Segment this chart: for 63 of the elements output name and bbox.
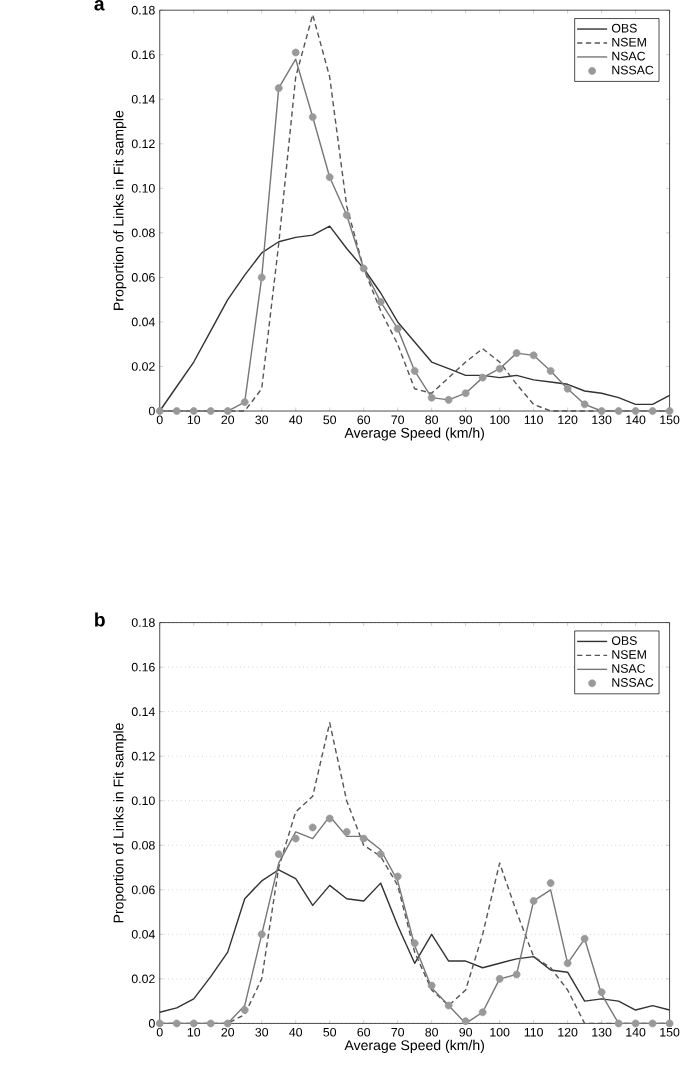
point — [648, 407, 657, 415]
point — [240, 1006, 249, 1014]
point — [359, 834, 368, 843]
point — [257, 273, 266, 282]
point — [597, 407, 606, 415]
point — [172, 1019, 181, 1028]
point — [189, 407, 198, 415]
point — [427, 393, 436, 402]
point — [325, 173, 334, 182]
point — [376, 850, 385, 859]
point — [563, 959, 572, 968]
point — [393, 872, 402, 881]
point — [376, 298, 385, 306]
point — [512, 970, 521, 979]
point — [359, 264, 368, 273]
chart-title: a — [94, 0, 105, 11]
point — [461, 389, 470, 398]
point — [274, 850, 283, 859]
point — [155, 1019, 164, 1028]
point — [529, 351, 538, 360]
point — [342, 211, 351, 219]
point — [291, 48, 300, 57]
point — [410, 367, 419, 375]
point — [393, 324, 402, 333]
point — [495, 975, 504, 983]
point — [155, 407, 164, 415]
point — [478, 373, 487, 382]
point — [410, 939, 419, 948]
point — [546, 367, 555, 375]
line-series — [159, 869, 671, 1013]
point — [444, 1001, 453, 1010]
point — [631, 1019, 640, 1028]
point — [529, 897, 538, 905]
point — [240, 398, 249, 406]
point — [206, 1019, 215, 1028]
point — [189, 1019, 198, 1028]
point — [478, 1008, 487, 1017]
point — [291, 834, 300, 843]
point — [427, 981, 436, 990]
chart-title: b — [95, 612, 105, 627]
point — [580, 934, 589, 943]
point — [223, 1019, 232, 1028]
point — [206, 407, 215, 415]
point — [648, 1019, 657, 1028]
point — [597, 988, 606, 997]
point — [631, 407, 640, 415]
point — [546, 879, 555, 887]
point — [563, 384, 572, 393]
point — [325, 814, 334, 823]
point — [614, 1019, 623, 1028]
point — [223, 407, 232, 415]
point — [308, 823, 317, 832]
point — [614, 407, 623, 415]
point — [580, 400, 589, 409]
point — [172, 407, 181, 415]
point — [512, 349, 521, 357]
point — [308, 113, 317, 121]
point — [342, 828, 351, 836]
point — [257, 930, 266, 939]
point — [495, 364, 504, 373]
point — [444, 396, 453, 404]
point — [461, 1017, 470, 1026]
point — [274, 84, 283, 92]
